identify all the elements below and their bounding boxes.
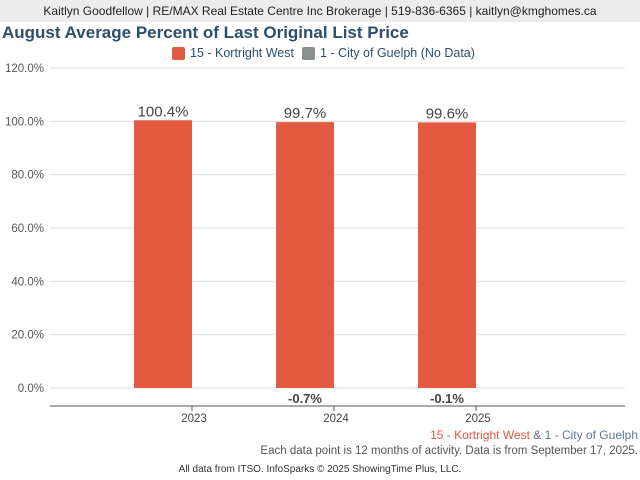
x-tick-label: 2025 — [465, 413, 491, 425]
agent-contact-text: Kaitlyn Goodfellow | RE/MAX Real Estate … — [43, 4, 597, 18]
y-tick-label: 40.0% — [11, 276, 44, 288]
bar-data-label: 100.4% — [138, 103, 189, 120]
footer-series-primary: 15 - Kortright West — [430, 428, 530, 442]
y-tick-label: 60.0% — [11, 223, 44, 235]
bar — [276, 122, 334, 388]
bar — [134, 120, 192, 389]
bar-data-label: 99.6% — [426, 105, 469, 122]
legend-item-kortright-west[interactable]: 15 - Kortright West — [172, 46, 294, 60]
bar — [418, 122, 476, 389]
legend-label-city-of-guelph: 1 - City of Guelph (No Data) — [319, 46, 475, 60]
legend-item-city-of-guelph[interactable]: 1 - City of Guelph (No Data) — [301, 46, 475, 60]
y-tick-label: 0.0% — [18, 383, 44, 395]
footer-series-line: 15 - Kortright West & 1 - City of Guelph — [430, 428, 638, 442]
bar-data-label: 99.7% — [284, 105, 327, 122]
legend-swatch-kortright-west — [172, 46, 185, 60]
chart-title: August Average Percent of Last Original … — [2, 23, 409, 42]
y-tick-label: 100.0% — [5, 116, 44, 128]
footer-data-note: Each data point is 12 months of activity… — [260, 445, 638, 457]
y-tick-label: 120.0% — [5, 63, 44, 75]
chart-plot-area: 0.0% 20.0% 40.0% 60.0% 80.0% 100.0% 120.0% 100.… — [5, 63, 625, 425]
footer-credit: All data from ITSO. InfoSparks © 2025 Sh… — [178, 464, 462, 475]
chart-legend: 15 - Kortright West 1 - City of Guelph (… — [172, 45, 483, 61]
bar-change-label: -0.1% — [430, 391, 464, 406]
footer-series-connector: & — [529, 428, 545, 442]
legend-label-kortright-west: 15 - Kortright West — [190, 46, 294, 60]
y-tick-label: 20.0% — [11, 330, 44, 342]
agent-contact-header: Kaitlyn Goodfellow | RE/MAX Real Estate … — [0, 0, 640, 22]
bar-change-label: -0.7% — [288, 391, 322, 406]
legend-swatch-city-of-guelph — [301, 46, 315, 60]
x-tick-label: 2023 — [181, 413, 207, 425]
y-tick-label: 80.0% — [11, 170, 44, 182]
footer-series-secondary: 1 - City of Guelph — [544, 428, 638, 442]
x-tick-label: 2024 — [323, 413, 349, 425]
